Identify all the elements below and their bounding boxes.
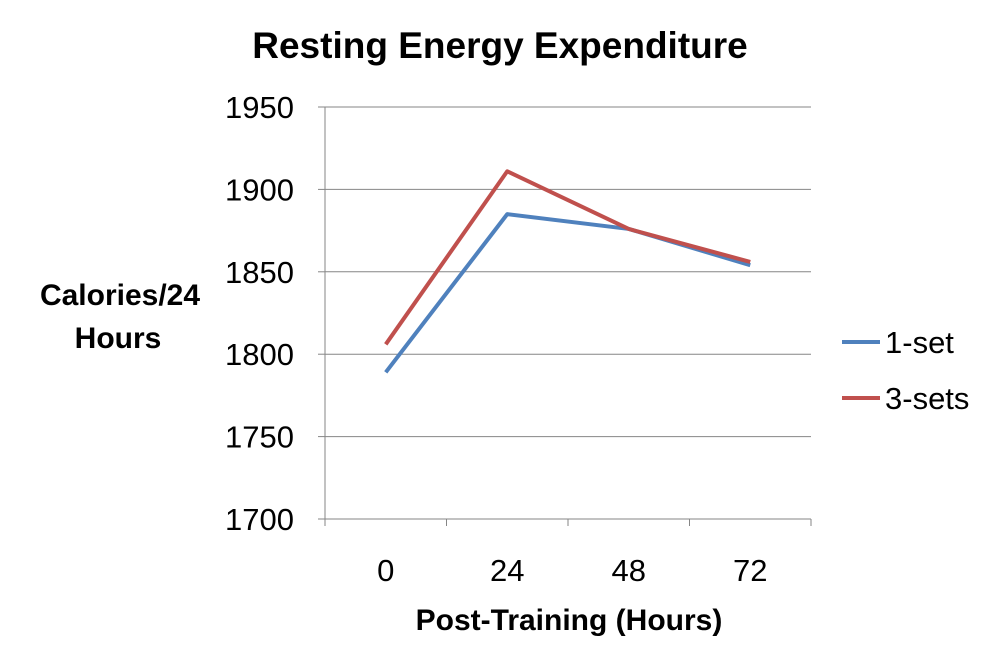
- x-tick-labels: 0 24 48 72: [377, 553, 767, 588]
- legend-label: 1-set: [885, 325, 954, 360]
- series-line-1-set: [384, 212, 751, 374]
- axes: [324, 107, 812, 526]
- x-tick-label: 0: [377, 553, 394, 588]
- x-tick-label: 24: [490, 553, 524, 588]
- y-axis-title-line-1: Calories/24: [40, 279, 200, 312]
- series-lines: [384, 169, 751, 374]
- y-axis-title: Calories/24 Hours: [40, 279, 200, 355]
- x-axis-title: Post-Training (Hours): [416, 604, 723, 637]
- gridlines: [318, 106, 811, 520]
- y-tick-label: 1700: [225, 502, 294, 537]
- y-tick-label: 1900: [225, 172, 294, 207]
- legend-label: 3-sets: [885, 381, 969, 416]
- y-tick-labels: 1700 1750 1800 1850 1900 1950: [225, 90, 294, 537]
- legend: 1-set 3-sets: [842, 325, 969, 416]
- y-tick-label: 1950: [225, 90, 294, 125]
- y-tick-label: 1850: [225, 255, 294, 290]
- y-tick-label: 1750: [225, 420, 294, 455]
- x-tick-label: 48: [612, 553, 646, 588]
- y-axis-title-line-2: Hours: [75, 322, 162, 355]
- series-line-3-sets: [384, 169, 751, 346]
- x-tick-label: 72: [733, 553, 767, 588]
- chart-title: Resting Energy Expenditure: [252, 25, 748, 66]
- y-tick-label: 1800: [225, 337, 294, 372]
